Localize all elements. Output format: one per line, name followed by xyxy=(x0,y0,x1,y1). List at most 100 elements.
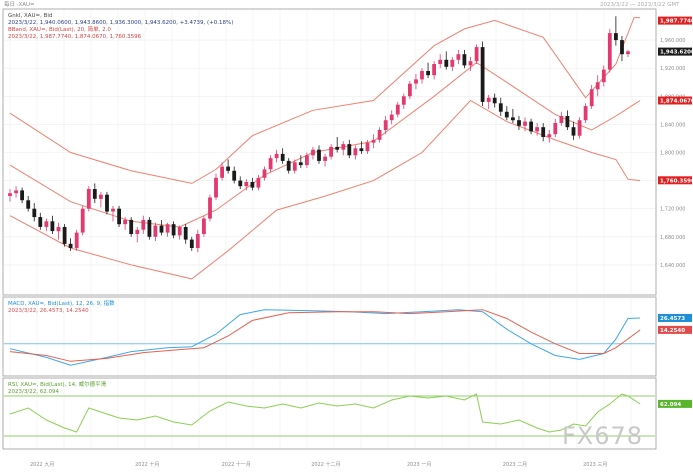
candle-body xyxy=(553,123,558,135)
candle-body xyxy=(99,194,103,199)
price-tag-text: 1,987.7740 xyxy=(660,19,693,25)
candle-body xyxy=(583,106,588,121)
candle-body xyxy=(620,40,624,55)
candle-body xyxy=(165,224,170,233)
candle-body xyxy=(159,225,164,233)
candle-body xyxy=(68,243,73,248)
candle-body xyxy=(153,225,158,237)
candle-body xyxy=(456,54,461,60)
candle xyxy=(486,94,491,109)
candle-body xyxy=(498,103,503,112)
candle-body xyxy=(92,189,97,199)
macd-legend: MACD, XAU=, Bid(Last), 12, 26, 9, 指数 202… xyxy=(8,299,115,314)
candle-body xyxy=(256,177,261,188)
candle xyxy=(244,179,249,191)
candle xyxy=(298,155,303,168)
candle-body xyxy=(529,121,533,132)
candle xyxy=(268,155,273,173)
candle xyxy=(195,229,200,253)
candle-body xyxy=(450,59,455,67)
candle xyxy=(395,101,400,118)
x-tick-label: 2023 一月 xyxy=(407,462,431,468)
candle xyxy=(177,225,182,240)
candle xyxy=(117,205,121,227)
macd-macd-line xyxy=(9,309,641,366)
x-tick-label: 2023 二月 xyxy=(503,462,527,468)
candle xyxy=(583,103,588,123)
candle-body xyxy=(317,149,321,161)
candle xyxy=(159,219,164,236)
rsi-tag-bg xyxy=(658,399,692,408)
candle-body xyxy=(177,227,182,236)
candle-body xyxy=(347,144,352,156)
candle xyxy=(468,56,473,72)
candle-body xyxy=(171,224,176,236)
y-tick-label: 1,840.000 xyxy=(660,122,685,128)
candle xyxy=(498,97,503,116)
candle-body xyxy=(141,219,146,230)
candle-body xyxy=(226,166,230,171)
candle-body xyxy=(377,130,382,140)
candle-body xyxy=(147,219,152,237)
price-tag: 1,874.0670 xyxy=(658,96,693,105)
candle-body xyxy=(408,83,412,97)
candle-body xyxy=(607,33,612,70)
watermark-logo: FX678 xyxy=(562,422,643,450)
x-tick-label: 2022 十月 xyxy=(135,461,159,468)
candle xyxy=(238,176,243,190)
y-tick-label: 1,800.000 xyxy=(660,151,685,157)
candle-body xyxy=(353,148,358,156)
rsi-tag: 62.094 xyxy=(658,399,692,408)
candlestick-series xyxy=(8,16,630,253)
candle-body xyxy=(432,64,436,76)
candle xyxy=(280,148,285,164)
macd-tag-text: 14.2540 xyxy=(660,328,685,334)
candle-body xyxy=(323,156,327,161)
macd-tag-bg xyxy=(658,325,692,334)
candle xyxy=(571,121,576,140)
candle-body xyxy=(286,160,291,171)
candle-body xyxy=(274,153,279,159)
candle xyxy=(329,144,333,160)
candle xyxy=(105,191,109,215)
rsi-legend: RSI, XAU=, Bid(Last), 14, 威尔德平滑 2023/3/2… xyxy=(8,380,107,395)
price-tag-bg xyxy=(658,96,692,105)
candle xyxy=(286,158,291,174)
candle-body xyxy=(329,146,333,157)
candle xyxy=(462,49,467,69)
candle xyxy=(26,196,31,212)
candle-body xyxy=(426,71,430,76)
candle-body xyxy=(268,158,273,170)
candle-body xyxy=(244,182,249,187)
candle-body xyxy=(220,166,224,178)
candle xyxy=(274,149,279,163)
candle xyxy=(226,159,230,174)
candle xyxy=(44,218,49,232)
candle-body xyxy=(280,153,285,161)
candle xyxy=(559,111,564,126)
candle-body xyxy=(486,97,491,102)
price-tag-text: 1,943.6200 xyxy=(660,50,693,56)
candle-body xyxy=(305,155,309,166)
candle-body xyxy=(20,190,24,201)
macd-tag-text: 26.4573 xyxy=(660,316,685,322)
candle xyxy=(208,194,212,222)
candle xyxy=(123,217,127,230)
candle xyxy=(601,65,606,87)
candle xyxy=(135,226,140,243)
y-tick-label: 1,680.000 xyxy=(660,235,685,241)
y-tick-label: 1,960.000 xyxy=(660,38,685,44)
candle xyxy=(383,115,388,135)
candle-body xyxy=(111,208,115,212)
candle xyxy=(438,54,443,69)
macd-panel xyxy=(2,296,657,377)
candle-body xyxy=(86,189,91,209)
candle-body xyxy=(383,120,388,130)
candle xyxy=(535,122,539,136)
candle xyxy=(553,118,558,138)
candle xyxy=(20,187,24,204)
candle xyxy=(317,145,321,164)
x-tick-label: 2022 九月 xyxy=(30,461,54,468)
candle-body xyxy=(547,134,552,137)
candle xyxy=(335,137,340,153)
